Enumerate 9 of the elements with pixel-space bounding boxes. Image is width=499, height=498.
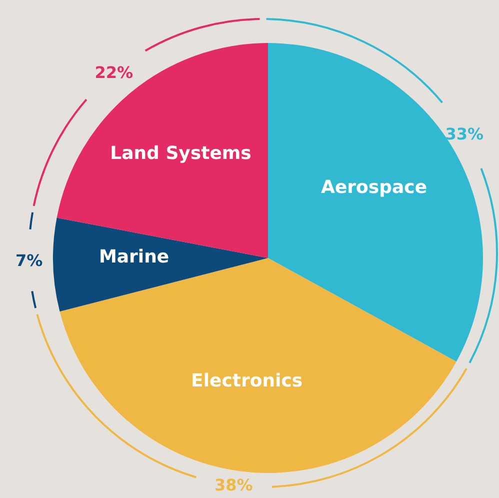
data-label: 22% (94, 63, 133, 82)
data-label: 38% (214, 476, 253, 495)
slice-label: Electronics (191, 370, 303, 392)
slice-label: Aerospace (321, 176, 428, 198)
data-label: 33% (445, 124, 484, 144)
pie-slice (53, 218, 268, 312)
slice-label: Land Systems (110, 143, 252, 164)
data-label: 7% (16, 250, 43, 270)
slice-label: Marine (98, 246, 170, 268)
